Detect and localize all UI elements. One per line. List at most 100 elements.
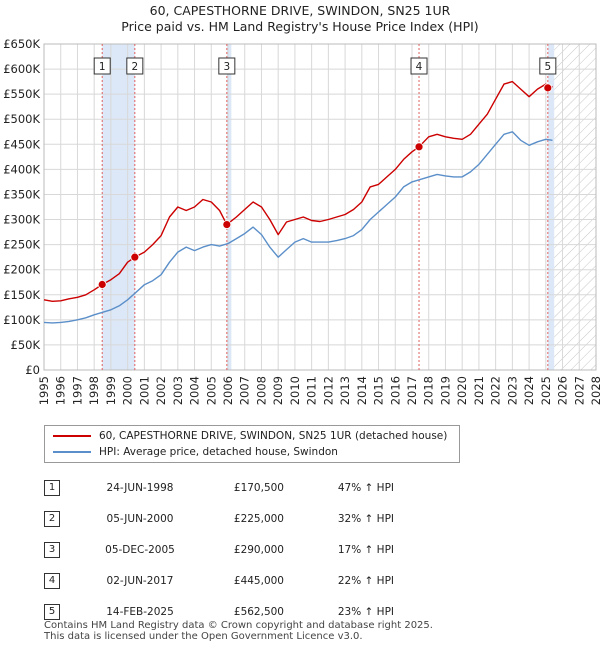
x-tick-label: 2004 bbox=[188, 376, 202, 405]
x-tick-label: 2014 bbox=[355, 376, 369, 405]
legend-swatch-property bbox=[53, 435, 91, 437]
x-tick-label: 2016 bbox=[388, 376, 402, 405]
sale-marker-label: 2 bbox=[131, 61, 138, 73]
x-tick-label: 1998 bbox=[87, 376, 101, 405]
table-row: 2 05-JUN-2000 £225,000 32% ↑ HPI bbox=[44, 503, 394, 534]
x-tick-label: 2000 bbox=[121, 376, 135, 405]
x-tick-label: 2018 bbox=[422, 376, 436, 405]
sale-price: £562,500 bbox=[233, 605, 284, 618]
x-tick-label: 2021 bbox=[472, 376, 486, 405]
x-tick-label: 2005 bbox=[204, 376, 218, 405]
x-tick-label: 2010 bbox=[288, 376, 302, 405]
hpi-line bbox=[43, 131, 553, 324]
sale-date: 05-DEC-2005 bbox=[105, 543, 175, 556]
x-tick-label: 2001 bbox=[137, 376, 151, 405]
legend-label-hpi: HPI: Average price, detached house, Swin… bbox=[99, 446, 338, 458]
x-tick-label: 2023 bbox=[505, 376, 519, 405]
sale-hpi-diff: 22% ↑ HPI bbox=[337, 574, 394, 587]
legend-swatch-hpi bbox=[53, 451, 91, 453]
sale-marker-box bbox=[539, 57, 557, 75]
x-tick-label: 2003 bbox=[171, 376, 185, 405]
sales-table: 1 24-JUN-1998 £170,500 47% ↑ HPI 2 05-JU… bbox=[44, 472, 394, 627]
sale-number-badge: 2 bbox=[44, 510, 60, 527]
y-tick-label: £600K bbox=[3, 62, 40, 76]
y-tick-label: £50K bbox=[11, 338, 41, 352]
x-tick-label: 2012 bbox=[321, 376, 335, 405]
y-tick-label: £500K bbox=[3, 112, 40, 126]
shaded-range-3 bbox=[547, 44, 555, 370]
y-tick-label: £550K bbox=[3, 87, 40, 101]
x-tick-label: 1999 bbox=[104, 376, 118, 405]
sale-hpi-diff: 23% ↑ HPI bbox=[337, 605, 394, 618]
x-tick-label: 2022 bbox=[489, 376, 503, 405]
sale-hpi-diff: 32% ↑ HPI bbox=[337, 512, 394, 525]
x-tick-label: 2017 bbox=[405, 376, 419, 405]
title-line-2: Price paid vs. HM Land Registry's House … bbox=[121, 19, 479, 34]
sale-price: £225,000 bbox=[233, 512, 284, 525]
x-tick-label: 2009 bbox=[271, 376, 285, 405]
sale-number-badge: 5 bbox=[44, 603, 60, 620]
y-tick-label: £0 bbox=[25, 363, 40, 377]
x-tick-label: 2028 bbox=[589, 376, 600, 405]
sale-date: 24-JUN-1998 bbox=[106, 481, 174, 494]
sale-point bbox=[543, 83, 553, 93]
sale-number-badge: 1 bbox=[44, 479, 60, 496]
x-tick-label: 1996 bbox=[54, 376, 68, 405]
x-tick-label: 2024 bbox=[522, 376, 536, 405]
sale-number-badge: 3 bbox=[44, 541, 60, 558]
property-price-line bbox=[43, 80, 553, 302]
y-tick-label: £650K bbox=[3, 37, 40, 51]
x-tick-label: 1997 bbox=[70, 376, 84, 405]
y-tick-label: £450K bbox=[3, 137, 40, 151]
forecast-hatch bbox=[554, 44, 596, 370]
sale-marker-box bbox=[126, 57, 144, 75]
x-tick-label: 2011 bbox=[305, 376, 319, 405]
sale-price: £170,500 bbox=[233, 481, 284, 494]
plot-border bbox=[43, 43, 597, 371]
sale-date: 05-JUN-2000 bbox=[106, 512, 174, 525]
sale-marker-label: 5 bbox=[544, 61, 551, 73]
sale-date: 02-JUN-2017 bbox=[106, 574, 174, 587]
x-tick-label: 2026 bbox=[556, 376, 570, 405]
x-tick-label: 2020 bbox=[455, 376, 469, 405]
x-tick-label: 2019 bbox=[438, 376, 452, 405]
sale-price: £445,000 bbox=[233, 574, 284, 587]
sale-point bbox=[97, 280, 107, 289]
sale-hpi-diff: 47% ↑ HPI bbox=[337, 481, 394, 494]
shaded-range-1 bbox=[102, 44, 135, 370]
x-tick-label: 2027 bbox=[572, 376, 586, 405]
x-tick-label: 2002 bbox=[154, 376, 168, 405]
sale-marker-label: 4 bbox=[416, 61, 423, 73]
x-tick-label: 2015 bbox=[372, 376, 386, 405]
sale-marker-label: 1 bbox=[99, 61, 106, 73]
sale-hpi-diff: 17% ↑ HPI bbox=[337, 543, 394, 556]
footer-line-1: Contains HM Land Registry data © Crown c… bbox=[44, 620, 433, 631]
sale-point bbox=[130, 252, 140, 262]
y-tick-label: £200K bbox=[3, 263, 40, 277]
y-tick-label: £100K bbox=[3, 313, 40, 327]
x-tick-label: 2025 bbox=[539, 376, 553, 405]
sale-marker-box bbox=[410, 57, 428, 75]
legend-label-property: 60, CAPESTHORNE DRIVE, SWINDON, SN25 1UR… bbox=[99, 430, 448, 442]
table-row: 3 05-DEC-2005 £290,000 17% ↑ HPI bbox=[44, 534, 394, 565]
legend: 60, CAPESTHORNE DRIVE, SWINDON, SN25 1UR… bbox=[44, 425, 460, 463]
sale-point bbox=[222, 220, 232, 229]
footer-line-2: This data is licensed under the Open Gov… bbox=[44, 631, 363, 642]
sale-marker-box bbox=[93, 57, 111, 75]
title-line-1: 60, CAPESTHORNE DRIVE, SWINDON, SN25 1UR bbox=[149, 3, 451, 18]
table-row: 5 14-FEB-2025 £562,500 23% ↑ HPI bbox=[44, 596, 394, 627]
y-tick-label: £150K bbox=[3, 288, 40, 302]
x-tick-label: 2013 bbox=[338, 376, 352, 405]
shaded-range-2 bbox=[226, 44, 232, 370]
sale-point bbox=[414, 142, 424, 152]
x-tick-label: 2007 bbox=[238, 376, 252, 405]
y-tick-label: £250K bbox=[3, 238, 40, 252]
table-row: 1 24-JUN-1998 £170,500 47% ↑ HPI bbox=[44, 472, 394, 503]
footer: Contains HM Land Registry data © Crown c… bbox=[44, 620, 433, 642]
y-tick-label: £350K bbox=[3, 187, 40, 201]
price-chart: £0 £50K £100K £150K £200K £250K £300K £350K £400… bbox=[3, 37, 600, 405]
table-row: 4 02-JUN-2017 £445,000 22% ↑ HPI bbox=[44, 565, 394, 596]
y-tick-label: £400K bbox=[3, 162, 40, 176]
sale-marker-label: 3 bbox=[223, 61, 230, 73]
sale-number-badge: 4 bbox=[44, 572, 60, 589]
